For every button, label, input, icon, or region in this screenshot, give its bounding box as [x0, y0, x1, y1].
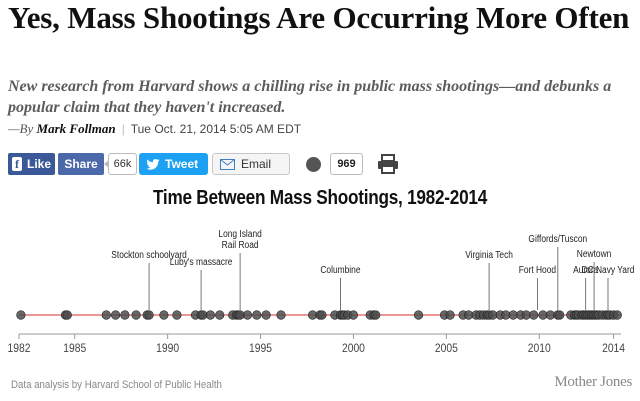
byline-prefix: —By — [8, 121, 34, 136]
envelope-icon — [220, 158, 235, 170]
shooting-event-dot — [317, 310, 327, 320]
x-tick-label: 2014 — [602, 342, 625, 355]
email-button[interactable]: Email — [212, 153, 290, 175]
shooting-event-dot — [252, 310, 262, 320]
shooting-event-dot — [612, 310, 622, 320]
shooting-event-dot — [261, 310, 271, 320]
shooting-event-dot — [172, 310, 182, 320]
annotation-label: DC Navy Yard — [582, 264, 635, 276]
annotation-label: Virginia Tech — [465, 249, 513, 261]
shooting-event-dot — [120, 310, 130, 320]
annotation-label: Newtown — [577, 248, 612, 260]
chart-container: Time Between Mass Shootings, 1982-2014 S… — [0, 180, 640, 401]
annotation-label: Columbine — [320, 264, 360, 276]
byline-separator: | — [121, 121, 125, 136]
byline: —By Mark Follman | Tue Oct. 21, 2014 5:0… — [8, 121, 301, 137]
shooting-event-dot — [413, 310, 424, 320]
tweet-button[interactable]: Tweet — [139, 153, 208, 175]
shooting-event-dot — [348, 310, 359, 320]
publish-date: Tue Oct. 21, 2014 5:05 AM EDT — [130, 122, 302, 136]
shooting-event-dot — [110, 310, 121, 320]
shooting-event-dot — [242, 310, 253, 320]
annotation-label: Aurora — [573, 264, 599, 276]
email-label: Email — [241, 157, 272, 171]
shooting-event-dot — [276, 310, 286, 320]
comment-count-badge[interactable]: 969 — [330, 153, 363, 175]
shooting-event-dot — [371, 310, 381, 320]
share-bar: f Like Share 66k Tweet Email 969 — [8, 153, 428, 175]
shooting-event-dot — [205, 310, 215, 320]
tweet-label: Tweet — [165, 157, 199, 171]
mother-jones-logo: Mother Jones — [554, 374, 632, 390]
x-tick-label: 2010 — [528, 342, 551, 355]
author-link[interactable]: Mark Follman — [36, 121, 116, 136]
facebook-like-label: Like — [26, 157, 51, 171]
x-tick-label: 2005 — [435, 342, 458, 355]
x-tick-label: 2000 — [342, 342, 365, 355]
facebook-like-button[interactable]: f Like — [8, 153, 55, 175]
x-tick-label: 1990 — [156, 342, 179, 355]
x-tick-label: 1995 — [249, 342, 272, 355]
shooting-event-dot — [529, 310, 539, 320]
comment-bubble-icon[interactable] — [306, 157, 321, 172]
shooting-event-dot — [62, 310, 72, 320]
share-count-badge: 66k — [104, 153, 137, 175]
printer-icon[interactable] — [377, 154, 399, 174]
twitter-bird-icon — [146, 158, 160, 170]
x-tick-label: 1985 — [63, 342, 86, 355]
article-dek: New research from Harvard shows a chilli… — [8, 78, 612, 116]
shooting-event-dot — [16, 310, 26, 320]
shooting-event-dot — [445, 310, 455, 320]
shooting-event-dot — [159, 310, 169, 320]
facebook-icon: f — [12, 157, 22, 171]
annotation-label: Stockton schoolyard — [111, 249, 187, 261]
annotation-label: Long Island Rail Road — [218, 228, 261, 251]
annotation-label: Fort Hood — [519, 264, 556, 276]
facebook-share-button[interactable]: Share — [58, 153, 104, 175]
shooting-event-dot — [101, 310, 111, 320]
x-tick-label: 1982 — [8, 342, 31, 355]
shooting-event-dot — [144, 310, 154, 320]
shooting-event-dot — [215, 310, 225, 320]
article-headline: Yes, Mass Shootings Are Occurring More O… — [8, 0, 630, 35]
shooting-event-dot — [131, 310, 141, 320]
chart-title: Time Between Mass Shootings, 1982-2014 — [152, 187, 488, 209]
data-credit: Data analysis by Harvard School of Publi… — [11, 379, 222, 391]
annotation-label: Luby's massacre — [170, 256, 233, 268]
shooting-event-dot — [555, 310, 565, 320]
annotation-label: Giffords/Tuscon — [528, 233, 587, 245]
